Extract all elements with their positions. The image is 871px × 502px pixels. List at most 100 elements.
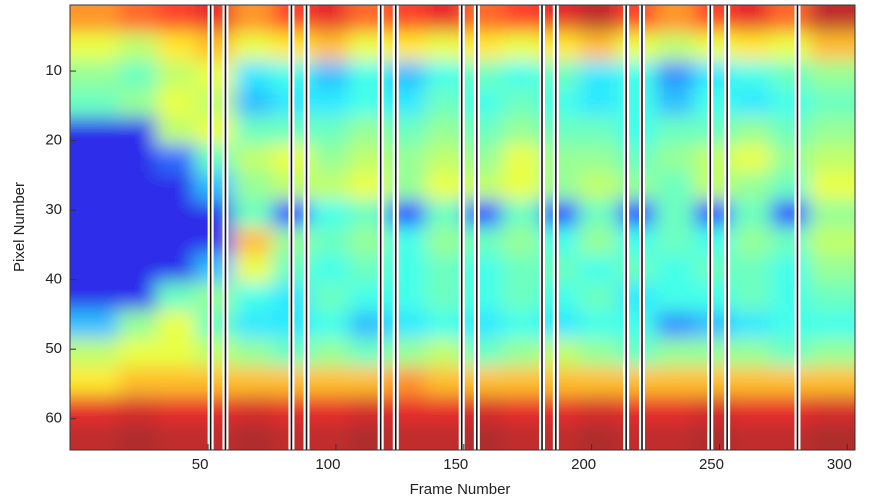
heatmap-cell <box>70 394 120 423</box>
heatmap-cell <box>578 422 618 450</box>
y-tick-label: 20 <box>45 132 62 149</box>
heatmap-cell <box>540 338 580 368</box>
heatmap-cell <box>808 60 855 89</box>
heatmap-cell <box>617 255 657 284</box>
heatmap-cell <box>118 394 158 423</box>
heatmap-cell <box>655 310 695 340</box>
heatmap-cell <box>578 171 618 201</box>
segment-boundaries <box>207 5 801 450</box>
heatmap-cell <box>502 171 541 201</box>
y-tick-label: 50 <box>45 340 62 357</box>
plot-frame <box>69 4 856 451</box>
heatmap-cell <box>425 338 465 368</box>
heatmap-cell <box>655 171 695 201</box>
heatmap-cell <box>156 422 196 450</box>
heatmap-cell <box>732 283 772 312</box>
heatmap-cell <box>463 394 503 423</box>
heatmap-cell <box>808 199 855 228</box>
heatmap-cell <box>617 227 657 256</box>
heatmap-cell <box>118 255 158 284</box>
heatmap-cell <box>233 171 273 201</box>
heatmap-cell <box>732 310 772 340</box>
heatmap-cell <box>425 283 465 312</box>
heatmap-cell <box>310 199 350 228</box>
heatmap-cell <box>502 255 541 284</box>
heatmap-cell <box>578 32 618 62</box>
heatmap-cell <box>617 32 657 62</box>
heatmap-cell <box>425 171 465 201</box>
heatmap-cell <box>732 422 772 450</box>
heatmap-cell <box>655 88 695 117</box>
y-axis-label: Pixel Number <box>11 182 28 272</box>
heatmap-cell <box>578 283 618 312</box>
heatmap-cell <box>655 255 695 284</box>
heatmap-cell <box>770 366 810 395</box>
heatmap-cell <box>70 32 120 62</box>
heatmap-cell <box>156 199 196 228</box>
heatmap-cell <box>463 88 503 117</box>
heatmap-cell <box>502 88 541 117</box>
heatmap-cell <box>502 116 541 145</box>
heatmap-cell <box>425 199 465 228</box>
heatmap-cell <box>118 60 158 89</box>
heatmap-cell <box>310 422 350 450</box>
heatmap-cell <box>233 227 273 256</box>
heatmap-cell <box>808 366 855 395</box>
heatmap-cell <box>540 144 580 173</box>
heatmap-cell <box>118 171 158 201</box>
heatmap-cell <box>578 366 618 395</box>
heatmap-cell <box>502 5 541 34</box>
heatmap-cell <box>310 227 350 256</box>
heatmap-cell <box>655 422 695 450</box>
heatmap-cell <box>540 5 580 34</box>
heatmap-cell <box>732 171 772 201</box>
heatmap-cell <box>463 144 503 173</box>
heatmap-cell <box>617 171 657 201</box>
heatmap-cell <box>540 227 580 256</box>
heatmap-cell <box>156 60 196 89</box>
heatmap-cell <box>463 5 503 34</box>
heatmap-cell <box>463 32 503 62</box>
y-tick-label: 60 <box>45 410 62 427</box>
heatmap-cell <box>770 255 810 284</box>
heatmap-cell <box>156 5 196 34</box>
heatmap-cell <box>425 88 465 117</box>
heatmap-cell <box>156 32 196 62</box>
heatmap-cell <box>655 227 695 256</box>
heatmap-cell <box>655 366 695 395</box>
heatmap-cell <box>118 227 158 256</box>
heatmap-cell <box>118 32 158 62</box>
heatmap-cell <box>578 227 618 256</box>
heatmap-cell <box>502 32 541 62</box>
heatmap-cell <box>770 310 810 340</box>
heatmap-cell <box>156 310 196 340</box>
heatmap-cell <box>770 283 810 312</box>
heatmap-cell <box>617 88 657 117</box>
heatmap-cell <box>732 338 772 368</box>
heatmap-cell <box>617 283 657 312</box>
heatmap-cell <box>118 310 158 340</box>
heatmap-cell <box>463 255 503 284</box>
heatmap-cell <box>70 144 120 173</box>
heatmap-cell <box>502 310 541 340</box>
heatmap-cell <box>732 116 772 145</box>
heatmap-cell <box>70 255 120 284</box>
heatmap-cell <box>156 116 196 145</box>
heatmap-cell <box>655 394 695 423</box>
heatmap-cell <box>578 199 618 228</box>
heatmap-cell <box>118 144 158 173</box>
heatmap-cell <box>808 338 855 368</box>
heatmap-cell <box>502 199 541 228</box>
x-tick-label: 50 <box>192 456 209 473</box>
heatmap-cell <box>540 255 580 284</box>
heatmap-cell <box>578 116 618 145</box>
heatmap-cell <box>310 60 350 89</box>
heatmap-cell <box>578 144 618 173</box>
heatmap-cell <box>617 60 657 89</box>
heatmap-cell <box>156 171 196 201</box>
heatmap-cell <box>808 171 855 201</box>
heatmap-cell <box>310 116 350 145</box>
heatmap-cell <box>233 60 273 89</box>
heatmap-cell <box>70 338 120 368</box>
x-tick-label: 200 <box>571 456 596 473</box>
